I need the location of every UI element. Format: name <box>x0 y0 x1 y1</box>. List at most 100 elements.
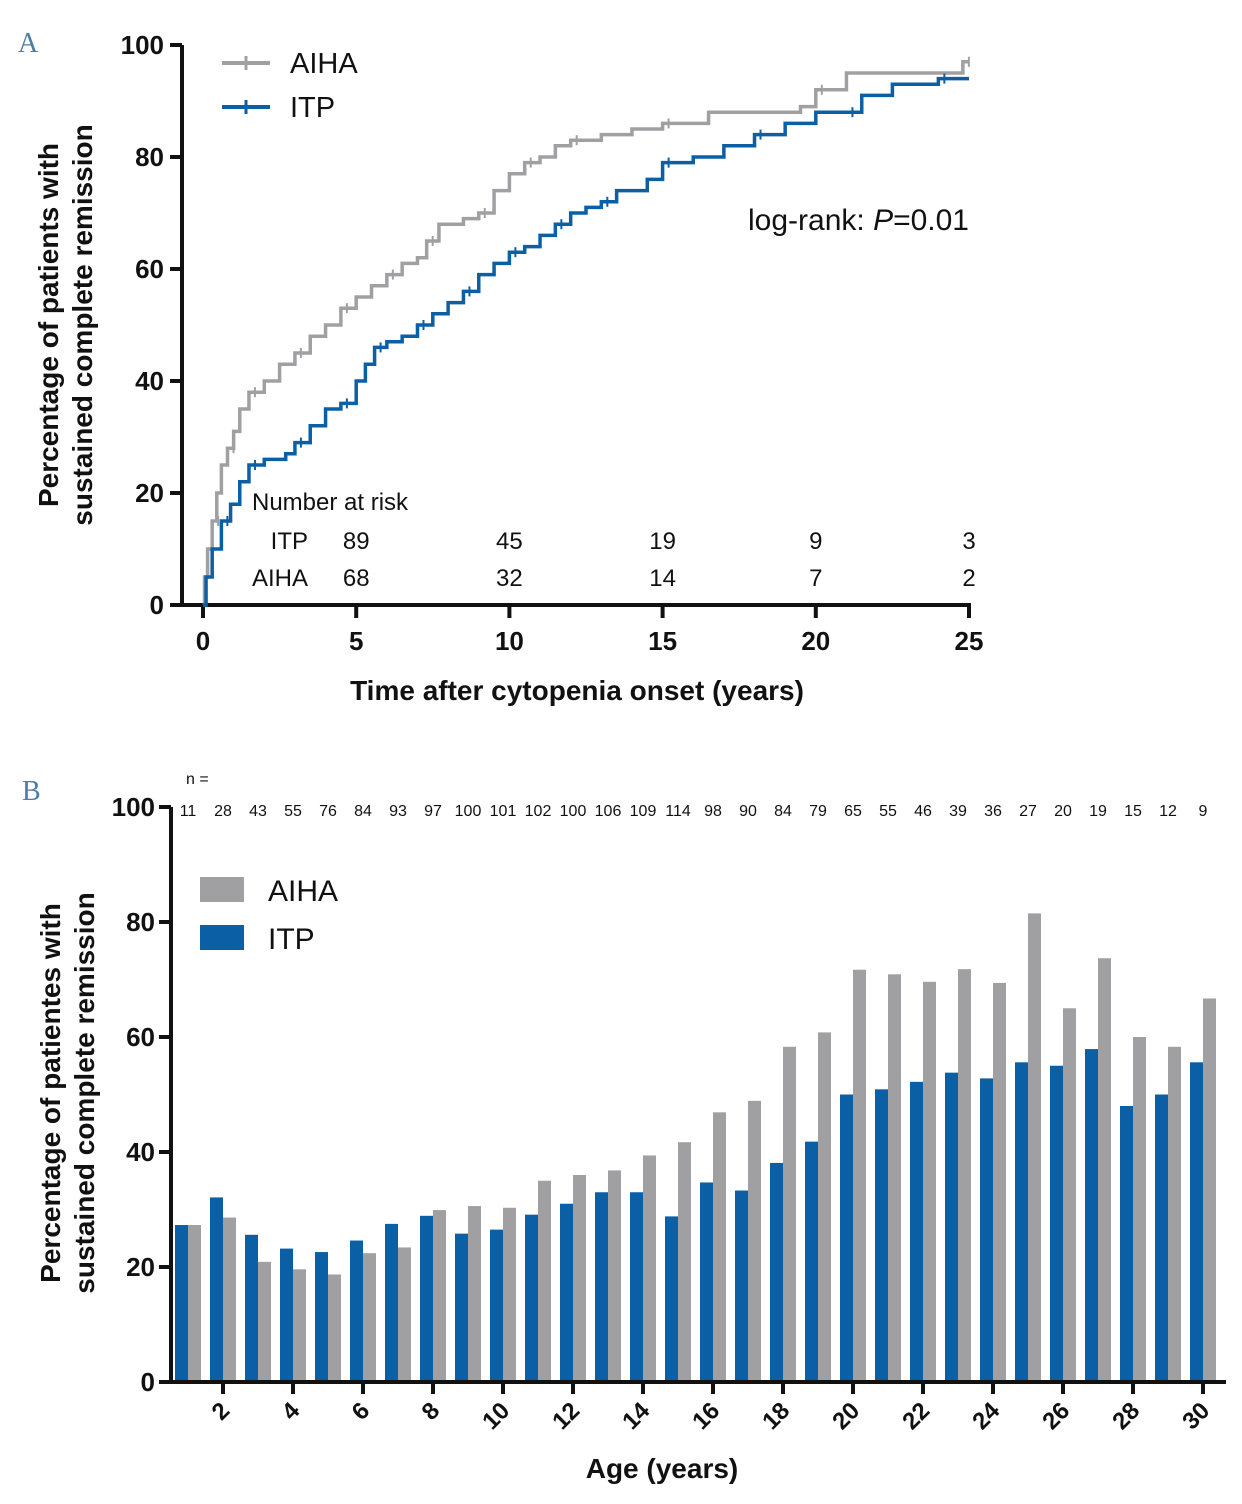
n-value: 11 <box>180 803 197 820</box>
risk-table-title: Number at risk <box>252 489 409 516</box>
risk-value-aiha: 14 <box>649 565 676 592</box>
panel-a: A Percentage of patients with sustained … <box>18 28 983 706</box>
legend-aiha-label: AIHA <box>290 48 358 80</box>
panel-b-x-tick-label: 6 <box>347 1397 376 1426</box>
n-value: 100 <box>560 803 587 820</box>
bar-itp-age-25 <box>1015 1062 1028 1382</box>
panel-b-x-tick-label: 26 <box>1037 1397 1075 1435</box>
n-value: 46 <box>914 803 932 820</box>
n-value: 27 <box>1019 803 1037 820</box>
bar-aiha-age-13 <box>608 1170 621 1382</box>
n-value: 79 <box>809 803 827 820</box>
bar-aiha-age-14 <box>643 1155 656 1382</box>
bar-aiha-age-17 <box>748 1100 761 1382</box>
km-curve-itp <box>203 76 969 607</box>
bar-aiha-age-11 <box>538 1180 551 1382</box>
risk-value-aiha: 2 <box>962 565 975 592</box>
panel-a-y-axis-title-line-1: Percentage of patients with <box>33 143 64 507</box>
panel-b-x-tick-label: 24 <box>967 1397 1005 1435</box>
logrank-p: P <box>873 204 893 237</box>
n-value: 28 <box>214 803 232 820</box>
panel-b-x-axis-title: Age (years) <box>586 1453 739 1484</box>
legend-b-itp-label: ITP <box>268 923 315 956</box>
n-value: 84 <box>354 803 372 820</box>
number-at-risk-table: Number at risk ITP AIHA 89 45 19 9 3 68 32 14 7 2 <box>252 489 976 592</box>
panel-b-y-tick-label: 100 <box>112 792 155 822</box>
bar-aiha-age-21 <box>888 974 901 1382</box>
risk-value-aiha: 32 <box>496 565 523 592</box>
panel-b-x-tick-label: 14 <box>617 1397 655 1435</box>
risk-value-itp: 9 <box>809 528 822 555</box>
panel-b-x-tick-label: 18 <box>757 1397 795 1435</box>
legend-b-itp-swatch <box>200 925 244 950</box>
n-value: 65 <box>844 803 862 820</box>
panel-a-y-tick-label: 20 <box>135 478 164 508</box>
bar-itp-age-3 <box>245 1234 258 1382</box>
risk-value-itp: 89 <box>343 528 370 555</box>
n-value: 20 <box>1054 803 1072 820</box>
panel-b-x-tick-label: 10 <box>477 1397 515 1435</box>
panel-b-y-tick-label: 0 <box>141 1367 155 1397</box>
legend-b-aiha-label: AIHA <box>268 875 338 908</box>
panel-b: B Percentage of patientes with sustained… <box>22 771 1226 1484</box>
bar-aiha-age-19 <box>818 1032 831 1382</box>
panel-letter-b: B <box>22 776 41 807</box>
bar-itp-age-12 <box>560 1203 573 1382</box>
n-value: 90 <box>739 803 757 820</box>
legend-b-aiha-swatch <box>200 877 244 902</box>
panel-a-y-axis-title: Percentage of patients with sustained co… <box>33 124 98 525</box>
panel-b-x-tick-label: 2 <box>207 1397 236 1426</box>
n-value: 9 <box>1199 803 1208 820</box>
panel-a-x-tick-label: 15 <box>648 626 677 656</box>
panel-b-x-tick-label: 22 <box>897 1397 935 1435</box>
bar-aiha-age-28 <box>1133 1037 1146 1382</box>
panel-a-x-tick-label: 20 <box>801 626 830 656</box>
n-value: 39 <box>949 803 967 820</box>
bar-aiha-age-24 <box>993 982 1006 1382</box>
panel-b-y-axis-title-line-1: Percentage of patientes with <box>35 903 66 1283</box>
bar-itp-age-1 <box>175 1225 188 1382</box>
bar-itp-age-19 <box>805 1141 818 1382</box>
panel-b-y-tick-label: 40 <box>126 1137 155 1167</box>
risk-value-itp: 45 <box>496 528 523 555</box>
bar-itp-age-17 <box>735 1190 748 1382</box>
bar-aiha-age-8 <box>433 1210 446 1382</box>
risk-value-itp: 3 <box>962 528 975 555</box>
logrank-annotation: log-rank: P=0.01 <box>748 204 969 237</box>
risk-row-label-itp: ITP <box>271 528 308 555</box>
bar-itp-age-30 <box>1190 1062 1203 1382</box>
bar-aiha-age-26 <box>1063 1008 1076 1382</box>
n-value: 76 <box>319 803 337 820</box>
n-value: 36 <box>984 803 1002 820</box>
bar-itp-age-27 <box>1085 1049 1098 1382</box>
bar-aiha-age-1 <box>188 1225 201 1382</box>
n-value: 93 <box>389 803 407 820</box>
panel-a-axes: 0 20 40 60 80 100 0 5 10 15 20 25 <box>121 30 984 656</box>
bar-aiha-age-18 <box>783 1046 796 1382</box>
risk-value-itp: 19 <box>649 528 676 555</box>
n-value: 102 <box>525 803 552 820</box>
bar-aiha-age-3 <box>258 1261 271 1382</box>
panel-b-x-tick-label: 8 <box>417 1397 446 1426</box>
bar-itp-age-14 <box>630 1192 643 1382</box>
n-value: 43 <box>249 803 267 820</box>
bar-itp-age-11 <box>525 1214 538 1382</box>
risk-value-aiha: 68 <box>343 565 370 592</box>
panel-a-y-axis-title-line-2: sustained complete remission <box>67 124 98 525</box>
bar-itp-age-2 <box>210 1197 223 1382</box>
panel-a-x-tick-label: 25 <box>955 626 984 656</box>
n-value: 109 <box>630 803 657 820</box>
panel-b-y-tick-label: 80 <box>126 907 155 937</box>
bar-aiha-age-29 <box>1168 1046 1181 1382</box>
bar-itp-age-23 <box>945 1072 958 1382</box>
n-value: 15 <box>1124 803 1142 820</box>
panel-a-y-tick-label: 60 <box>135 254 164 284</box>
panel-b-y-tick-label: 20 <box>126 1252 155 1282</box>
logrank-value: =0.01 <box>893 204 969 237</box>
bar-aiha-age-2 <box>223 1217 236 1382</box>
n-value: 55 <box>879 803 897 820</box>
n-label: n = <box>186 771 209 788</box>
bar-aiha-age-16 <box>713 1112 726 1382</box>
panel-b-x-tick-label: 20 <box>827 1397 865 1435</box>
